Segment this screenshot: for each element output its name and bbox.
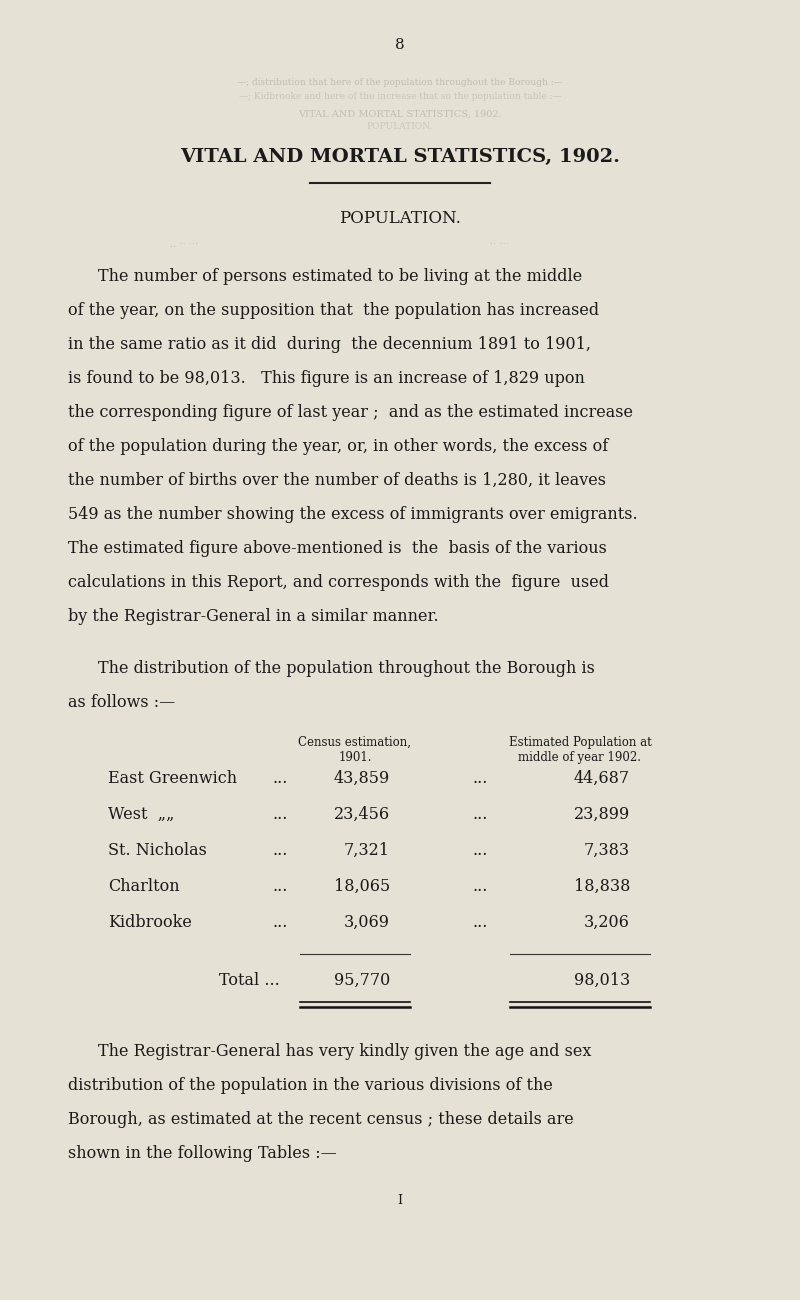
Text: The estimated figure above-mentioned is  the  basis of the various: The estimated figure above-mentioned is … [68,540,607,556]
Text: is found to be 98,013.   This figure is an increase of 1,829 upon: is found to be 98,013. This figure is an… [68,370,585,387]
Text: ...: ... [472,842,488,859]
Text: St. Nicholas: St. Nicholas [108,842,207,859]
Text: VITAL AND MORTAL STATISTICS, 1902.: VITAL AND MORTAL STATISTICS, 1902. [298,111,502,120]
Text: the number of births over the number of deaths is 1,280, it leaves: the number of births over the number of … [68,472,606,489]
Text: ...: ... [472,914,488,931]
Text: 23,899: 23,899 [574,806,630,823]
Text: Census estimation,: Census estimation, [298,736,411,749]
Text: POPULATION.: POPULATION. [367,122,433,131]
Text: 7,383: 7,383 [584,842,630,859]
Text: 18,838: 18,838 [574,878,630,894]
Text: 43,859: 43,859 [334,770,390,786]
Text: The Registrar-General has very kindly given the age and sex: The Registrar-General has very kindly gi… [98,1043,591,1060]
Text: East Greenwich: East Greenwich [108,770,237,786]
Text: ...: ... [472,770,488,786]
Text: ...: ... [272,770,288,786]
Text: of the year, on the supposition that  the population has increased: of the year, on the supposition that the… [68,302,599,318]
Text: West  „„: West „„ [108,806,174,823]
Text: 1901.: 1901. [338,751,372,764]
Text: calculations in this Report, and corresponds with the  figure  used: calculations in this Report, and corresp… [68,575,609,592]
Text: the corresponding figure of last year ;  and as the estimated increase: the corresponding figure of last year ; … [68,404,633,421]
Text: 549 as the number showing the excess of immigrants over emigrants.: 549 as the number showing the excess of … [68,506,638,523]
Text: 18,065: 18,065 [334,878,390,894]
Text: in the same ratio as it did  during  the decennium 1891 to 1901,: in the same ratio as it did during the d… [68,335,591,354]
Text: VITAL AND MORTAL STATISTICS, 1902.: VITAL AND MORTAL STATISTICS, 1902. [180,148,620,166]
Text: distribution of the population in the various divisions of the: distribution of the population in the va… [68,1076,553,1095]
Text: 3,206: 3,206 [584,914,630,931]
Text: The distribution of the population throughout the Borough is: The distribution of the population throu… [98,660,595,677]
Text: POPULATION.: POPULATION. [339,211,461,227]
Text: ·· ···: ·· ··· [490,240,509,250]
Text: ...: ... [472,806,488,823]
Text: 44,687: 44,687 [574,770,630,786]
Text: 3,069: 3,069 [344,914,390,931]
Text: 8: 8 [395,38,405,52]
Text: of the population during the year, or, in other words, the excess of: of the population during the year, or, i… [68,438,608,455]
Text: as follows :—: as follows :— [68,694,175,711]
Text: ...: ... [272,842,288,859]
Text: 98,013: 98,013 [574,972,630,989]
Text: 23,456: 23,456 [334,806,390,823]
Text: ...: ... [272,806,288,823]
Text: ...: ... [272,914,288,931]
Text: —; Kidbrooke and here of the increase that so the population table :—: —; Kidbrooke and here of the increase th… [238,92,562,101]
Text: ...: ... [272,878,288,894]
Text: ...: ... [472,878,488,894]
Text: The number of persons estimated to be living at the middle: The number of persons estimated to be li… [98,268,582,285]
Text: shown in the following Tables :—: shown in the following Tables :— [68,1145,337,1162]
Text: Charlton: Charlton [108,878,180,894]
Text: .. ·· ···: .. ·· ··· [170,240,198,250]
Text: 7,321: 7,321 [344,842,390,859]
Text: Estimated Population at: Estimated Population at [509,736,651,749]
Text: Kidbrooke: Kidbrooke [108,914,192,931]
Text: I: I [398,1193,402,1206]
Text: —; distribution that here of the population throughout the Borough :—: —; distribution that here of the populat… [237,78,563,87]
Text: Total ...: Total ... [219,972,280,989]
Text: middle of year 1902.: middle of year 1902. [518,751,642,764]
Text: 95,770: 95,770 [334,972,390,989]
Text: Borough, as estimated at the recent census ; these details are: Borough, as estimated at the recent cens… [68,1112,574,1128]
Text: by the Registrar-General in a similar manner.: by the Registrar-General in a similar ma… [68,608,438,625]
